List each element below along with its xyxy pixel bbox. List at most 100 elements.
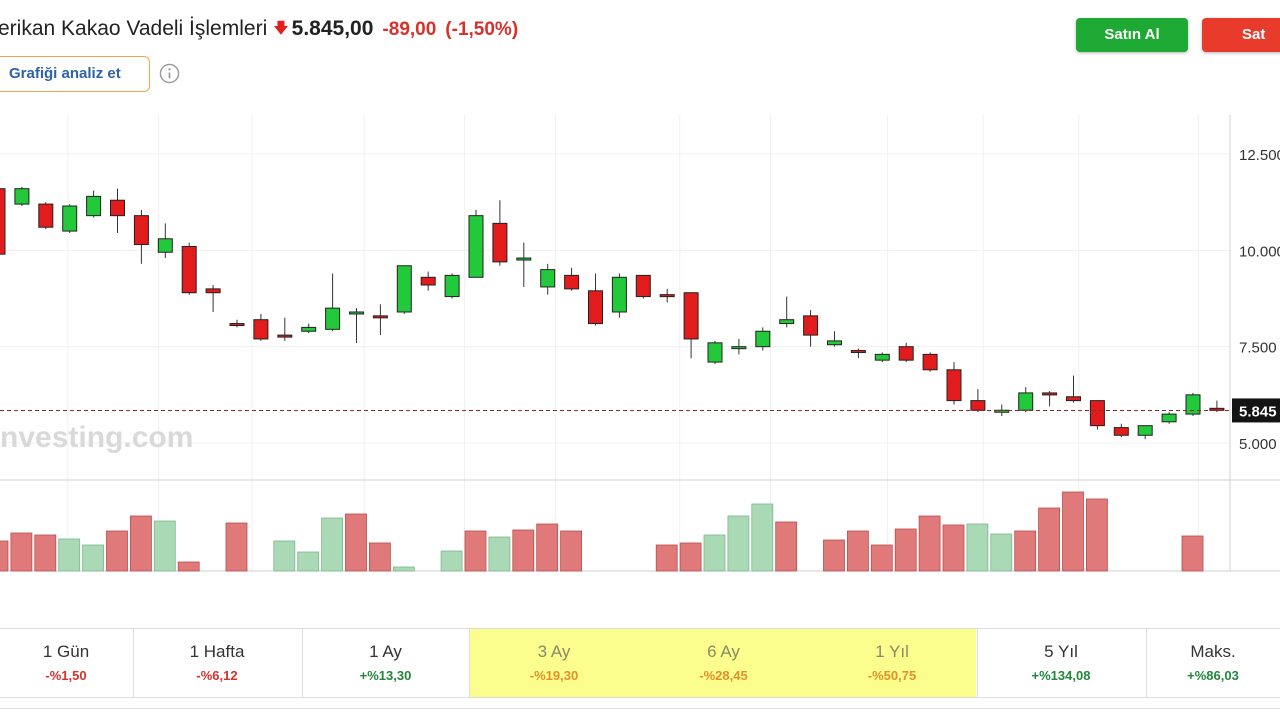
candle	[1209, 400, 1225, 413]
period-3-ay[interactable]: 3 Ay -%19,30	[469, 629, 639, 697]
period-1-yıl[interactable]: 1 Yıl -%50,75	[808, 629, 976, 697]
candle	[444, 273, 460, 299]
period-5-yıl[interactable]: 5 Yıl +%134,08	[977, 629, 1145, 697]
period-separator	[469, 629, 470, 697]
candle-body	[38, 203, 54, 228]
candle	[277, 317, 293, 341]
candle-body	[468, 215, 484, 278]
candle-body	[707, 342, 723, 363]
candle	[1066, 375, 1081, 403]
volume-bar	[823, 539, 845, 572]
candle-body	[827, 340, 842, 346]
candle	[133, 209, 149, 264]
sell-button[interactable]: Sat	[1202, 18, 1280, 52]
candle	[1089, 400, 1105, 430]
volume-bar	[679, 542, 702, 572]
period-1-gün[interactable]: 1 Gün -%1,50	[0, 629, 132, 697]
period-6-ay[interactable]: 6 Ay -%28,45	[639, 629, 808, 697]
instrument-title: erikan Kakao Vadeli İşlemleri	[0, 17, 268, 40]
candle	[1042, 390, 1058, 407]
candle	[588, 273, 603, 326]
candle-body	[755, 330, 771, 348]
candle-body	[86, 195, 102, 217]
period-change-value: -%28,45	[699, 668, 748, 683]
candle-body	[253, 319, 269, 340]
candle-body	[157, 238, 173, 253]
current-price-tag	[1232, 398, 1280, 423]
candle-body	[349, 311, 364, 315]
last-price: 5.845,00	[291, 17, 374, 40]
volume-bar	[440, 550, 463, 572]
candle	[205, 285, 221, 312]
candle-body	[946, 369, 962, 402]
period-label: 1 Gün	[42, 642, 90, 661]
buy-button[interactable]: Satın Al	[1076, 18, 1188, 52]
candle	[922, 352, 938, 372]
candle	[1137, 425, 1153, 440]
y-tick-label: 10.000	[1239, 243, 1280, 260]
candle-body	[14, 188, 30, 205]
volume-bar	[177, 561, 200, 572]
y-tick-label: 7.500	[1239, 340, 1277, 357]
candle	[803, 310, 819, 347]
candle	[0, 188, 6, 255]
analyze-chart-button[interactable]: Grafiği analiz et	[0, 56, 150, 92]
candle-body	[874, 353, 890, 361]
volume-bar	[918, 515, 941, 572]
price-axis: 12.500 10.000 7.500 5.000 5.845	[0, 147, 1280, 453]
period-change-value: +%86,03	[1187, 668, 1239, 683]
candle	[62, 204, 78, 233]
candle	[468, 209, 484, 278]
candle-body	[1113, 427, 1129, 436]
candle	[731, 338, 747, 355]
candle	[396, 265, 412, 314]
candle-body	[683, 292, 699, 340]
period-separator	[977, 629, 978, 697]
candle	[659, 288, 675, 303]
volume-bar	[655, 544, 678, 572]
period-label: 1 Ay	[369, 642, 402, 661]
candle-body	[635, 274, 651, 298]
info-icon[interactable]	[159, 63, 180, 84]
candle	[253, 313, 269, 341]
volume-bar	[82, 544, 104, 572]
candle	[755, 327, 771, 351]
candle	[325, 273, 341, 332]
watermark-logo: nvesting.com	[0, 421, 193, 454]
candle-body	[970, 400, 986, 411]
period-separator	[1146, 629, 1147, 697]
volume-bar	[870, 544, 893, 572]
volume-bar	[225, 522, 248, 572]
volume-bar	[560, 530, 582, 572]
candle	[38, 202, 54, 230]
candle	[1185, 392, 1201, 417]
candle	[1161, 412, 1177, 424]
candle-body	[588, 290, 603, 325]
volume-bar	[990, 533, 1013, 572]
period-1-ay[interactable]: 1 Ay +%13,30	[302, 629, 469, 697]
candle	[611, 273, 627, 318]
candle-body	[659, 294, 675, 298]
period-maks-[interactable]: Maks. +%86,03	[1146, 629, 1280, 697]
candle	[850, 348, 866, 359]
price-chart[interactable]: nvesting.com 12.500 10.000 7.500 5.000 5.845…	[0, 100, 1280, 580]
candle-body	[444, 274, 460, 298]
candle-body	[564, 274, 580, 290]
candle-body	[325, 307, 341, 330]
candle-body	[110, 199, 125, 217]
y-tick-label: 12.500	[1239, 147, 1280, 164]
volume-bar	[1086, 498, 1108, 572]
candle-body	[229, 323, 245, 327]
volume-bar	[464, 530, 487, 572]
volume-bar	[297, 551, 320, 572]
volume-bar	[58, 538, 81, 572]
volume-bar	[321, 517, 344, 572]
period-1-hafta[interactable]: 1 Hafta -%6,12	[133, 629, 301, 697]
y-tick-label: 5.000	[1239, 436, 1277, 453]
volume-bar	[10, 532, 33, 572]
candle-body	[181, 245, 197, 294]
candle-body	[0, 188, 6, 255]
volume-bar	[966, 523, 989, 572]
candle-body	[779, 319, 795, 325]
volume-bar	[368, 542, 391, 572]
